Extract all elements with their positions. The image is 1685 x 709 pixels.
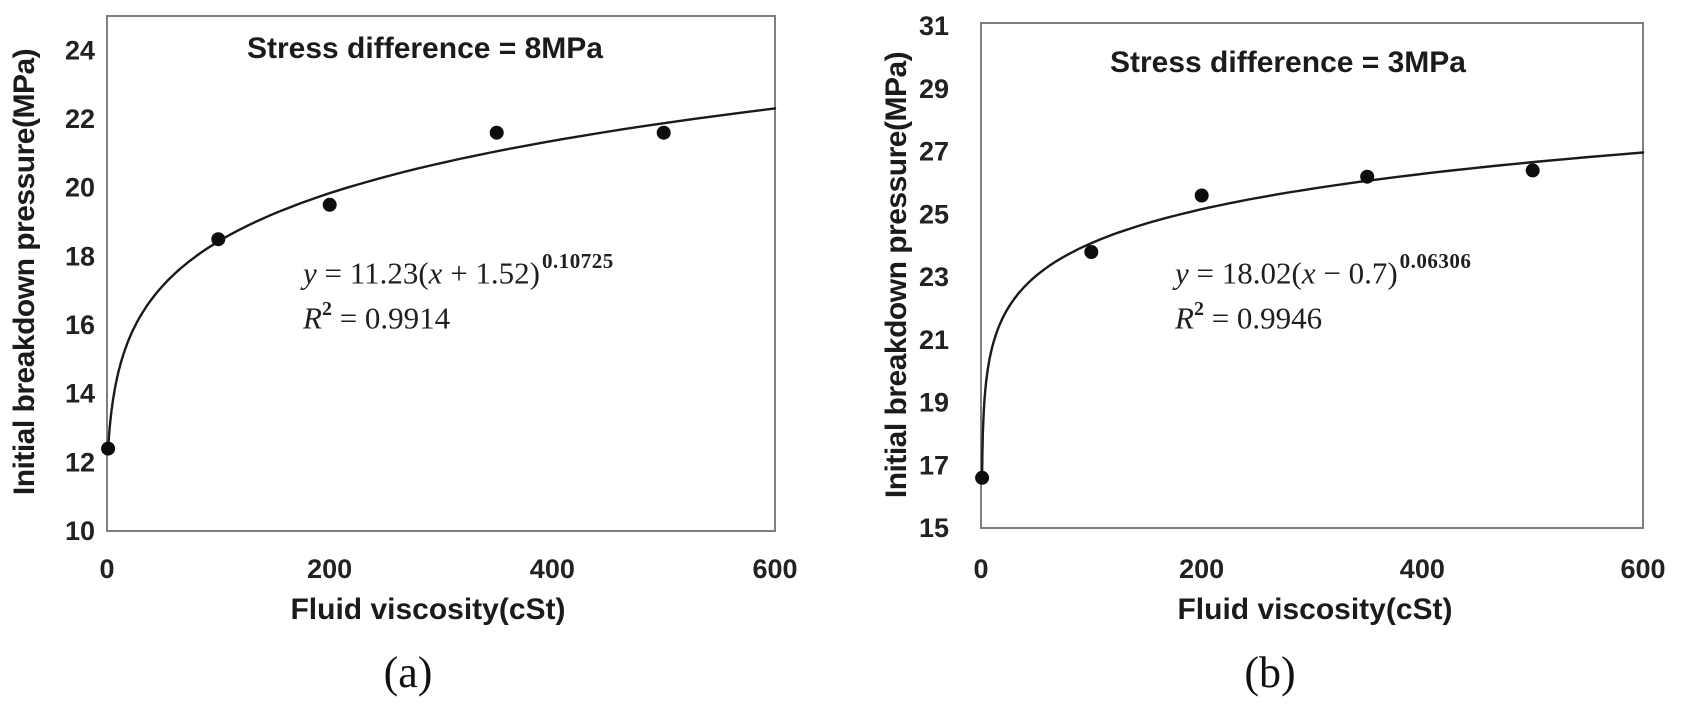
equation-coefficient: = 11.23( bbox=[316, 255, 429, 291]
subfigure-caption-a: (a) bbox=[383, 648, 433, 697]
r-squared-sup: 2 bbox=[321, 298, 332, 321]
x-tick-label: 600 bbox=[1620, 554, 1665, 584]
x-tick-label: 200 bbox=[307, 554, 352, 584]
stress-difference-annotation: Stress difference = 8MPa bbox=[246, 32, 604, 65]
r-squared-line: R2 = 0.9914 bbox=[303, 292, 614, 337]
y-tick-label: 31 bbox=[919, 11, 949, 41]
data-point bbox=[975, 470, 990, 485]
r-squared-value: = 0.9914 bbox=[331, 300, 451, 336]
fit-equation-line: y = 11.23(x + 1.52)0.10725 bbox=[303, 246, 614, 292]
plot-frame bbox=[980, 22, 1644, 529]
r-squared-value: = 0.9946 bbox=[1203, 300, 1323, 336]
equation-y-var: y bbox=[303, 255, 317, 291]
fit-equation-line: y = 18.02(x − 0.7)0.06306 bbox=[1175, 246, 1471, 292]
y-tick-label: 14 bbox=[65, 379, 95, 409]
data-point bbox=[322, 197, 337, 212]
data-point bbox=[1360, 169, 1375, 184]
data-point bbox=[1525, 163, 1540, 178]
plot-canvas-b: 15 17 19 21 23 25 27 29 31 0 200 400 600 bbox=[919, 11, 1666, 584]
y-tick-label: 12 bbox=[65, 447, 95, 477]
r-squared-line: R2 = 0.9946 bbox=[1175, 292, 1471, 337]
equation-shift: − 0.7) bbox=[1315, 255, 1398, 291]
x-tick-label: 0 bbox=[99, 554, 114, 584]
subfigure-caption-b: (b) bbox=[1244, 648, 1296, 697]
chart-panel-b: 15 17 19 21 23 25 27 29 31 0 200 400 600 Initial bre… bbox=[810, 0, 1685, 709]
stress-difference-annotation: Stress difference = 3MPa bbox=[1109, 46, 1467, 79]
x-tick-label: 400 bbox=[1400, 554, 1445, 584]
equation-x-var: x bbox=[428, 255, 443, 291]
data-point bbox=[1194, 188, 1209, 203]
trend-curve bbox=[106, 107, 777, 450]
equation-exponent: 0.10725 bbox=[542, 249, 614, 273]
y-tick-label: 17 bbox=[919, 450, 949, 480]
y-tick-label: 19 bbox=[919, 388, 949, 418]
plot-frame bbox=[106, 15, 776, 532]
x-tick-label: 400 bbox=[530, 554, 575, 584]
x-tick-label: 600 bbox=[752, 554, 797, 584]
x-axis-title: Fluid viscosity(cSt) bbox=[290, 593, 566, 626]
y-tick-label: 15 bbox=[919, 513, 949, 543]
chart-panel-a: 10 12 14 16 18 20 22 24 0 200 400 600 Initial break… bbox=[0, 0, 800, 709]
r-symbol: R bbox=[303, 300, 322, 336]
y-tick-label: 10 bbox=[65, 516, 95, 546]
data-point bbox=[1084, 245, 1099, 259]
y-tick-label: 23 bbox=[919, 262, 949, 292]
y-tick-label: 20 bbox=[65, 173, 95, 203]
y-tick-label: 21 bbox=[919, 325, 949, 355]
equation-shift: + 1.52) bbox=[442, 255, 540, 291]
fit-equation: y = 18.02(x − 0.7)0.06306 R2 = 0.9946 bbox=[1175, 246, 1471, 338]
y-tick-label: 29 bbox=[919, 74, 949, 104]
x-tick-label: 200 bbox=[1179, 554, 1224, 584]
equation-x-var: x bbox=[1301, 255, 1316, 291]
data-point bbox=[101, 441, 116, 456]
y-axis-title: Initial breakdown pressure(MPa) bbox=[880, 51, 913, 499]
x-tick-label: 0 bbox=[973, 554, 988, 584]
plot-canvas-a: 10 12 14 16 18 20 22 24 0 200 400 600 bbox=[65, 15, 798, 584]
equation-exponent: 0.06306 bbox=[1399, 249, 1472, 273]
r-squared-sup: 2 bbox=[1193, 298, 1204, 321]
data-point bbox=[211, 232, 226, 247]
data-point bbox=[656, 125, 671, 140]
y-tick-label: 16 bbox=[65, 310, 95, 340]
y-axis-title: Initial breakdown pressure(MPa) bbox=[8, 48, 41, 496]
r-symbol: R bbox=[1175, 300, 1194, 336]
y-tick-label: 25 bbox=[919, 199, 949, 229]
y-tick-label: 18 bbox=[65, 241, 95, 271]
y-tick-label: 22 bbox=[65, 104, 95, 134]
fit-equation: y = 11.23(x + 1.52)0.10725 R2 = 0.9914 bbox=[303, 246, 614, 338]
data-point bbox=[489, 125, 504, 140]
trend-curve bbox=[980, 151, 1645, 476]
equation-y-var: y bbox=[1175, 255, 1189, 291]
y-tick-label: 27 bbox=[919, 137, 949, 167]
y-tick-label: 24 bbox=[65, 35, 95, 65]
equation-coefficient: = 18.02( bbox=[1188, 255, 1302, 291]
x-axis-title: Fluid viscosity(cSt) bbox=[1177, 593, 1453, 626]
